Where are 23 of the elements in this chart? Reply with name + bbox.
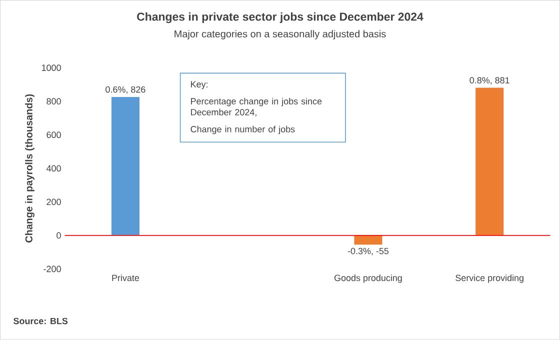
chart-title: Changes in private sector jobs since December 2024 [137,12,424,24]
data-label: 0.6%, 826 [106,86,146,94]
y-axis-title: Change in payrolls (thousands) [25,94,34,243]
annotation: Percentage change in jobs since December 2024, [191,98,322,117]
y-tick-label: -200 [44,266,61,272]
bar [476,88,504,236]
data-label: 0.8%, 881 [470,77,510,85]
data-label: -0.3%, -55 [348,248,389,256]
x-tick-label: Service providing [456,274,524,283]
x-tick-label: Private [112,274,140,282]
y-tick-label: 800 [46,98,61,105]
bar [354,236,382,245]
chart-subtitle: Major categories on a seasonally adjusted basis [174,30,386,40]
y-tick-label: 1000 [42,64,61,72]
annotation: Change in number of jobs [190,126,295,134]
source-note: Source: BLS [14,318,68,324]
y-tick-label: 600 [46,132,61,138]
y-tick-label: 200 [46,198,61,206]
annotation: Key: [191,81,208,90]
y-tick-label: 0 [56,232,61,239]
x-tick-label: Goods producing [334,274,402,283]
y-tick-label: 400 [46,165,61,172]
bar [111,97,140,236]
